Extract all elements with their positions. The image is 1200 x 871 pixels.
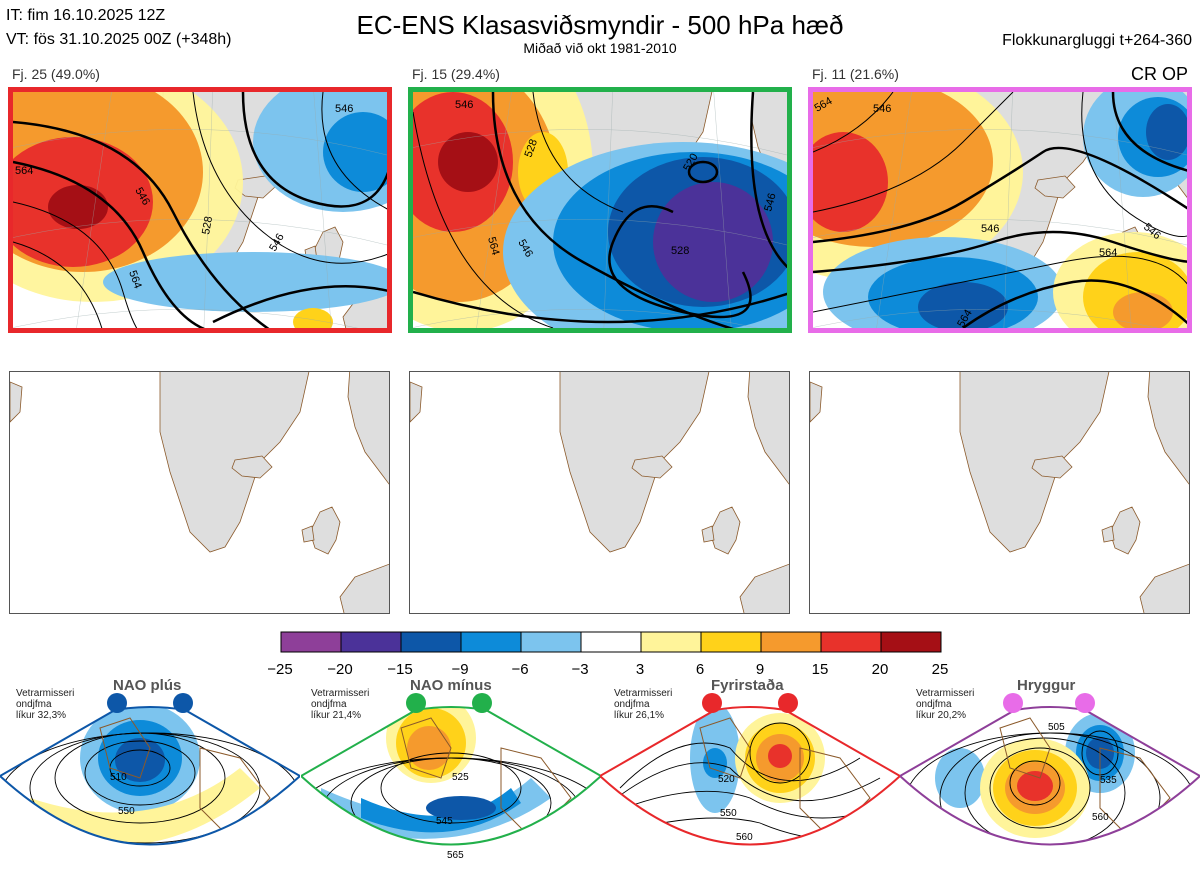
cluster-1-map: 546 528 546 564 546 564 [8,87,392,333]
colorbar-tick: −20 [327,661,353,678]
colorbar-tick: 20 [871,661,889,678]
colorbar-tick: 3 [635,661,645,678]
contour-label: 565 [447,850,464,861]
colorbar [280,631,942,653]
cluster-3-label: Fj. 11 (21.6%) [812,66,899,82]
regime-1-info: Vetrarmisseri ondjfma líkur 32,3% [16,688,75,721]
colorbar-tick: −6 [511,661,529,678]
contour-label: 546 [873,103,891,115]
contour-label: 510 [110,772,127,783]
contour-label: 546 [455,99,473,111]
regime-1-marker [107,693,127,713]
regime-4-title: Hryggur [1017,677,1076,694]
regime-4-map: 505 535 560 [900,693,1200,846]
colorbar-tick: 9 [755,661,765,678]
contour-label: 564 [15,165,33,177]
regime-2-info: Vetrarmisseri ondjfma líkur 21,4% [311,688,370,721]
regime-2-title: NAO mínus [410,677,492,694]
cluster-2-contour-labels: 546 528 546 564 528 546 520 [455,99,779,259]
colorbar-tick: −25 [267,661,293,678]
valid-time: VT: fös 31.10.2025 00Z (+348h) [6,31,232,48]
contour-label: 564 [485,236,501,257]
colorbar-segment [400,631,462,653]
cluster-2-map: 546 528 546 564 528 546 520 [408,87,792,333]
regime-1-marker [173,693,193,713]
contour-label: 560 [736,832,753,843]
colorbar-segment [520,631,582,653]
contour-label: 560 [1092,812,1109,823]
clustering-window: Flokkunargluggi t+264-360 [1002,32,1192,49]
regime-4-marker [1003,693,1023,713]
contour-label: 550 [118,806,135,817]
colorbar-segment [580,631,642,653]
regime-2-marker [406,693,426,713]
colorbar-tick: −3 [571,661,589,678]
contour-label: 528 [523,138,541,159]
contour-label: 505 [1048,722,1065,733]
regime-4-info: Vetrarmisseri ondjfma líkur 20,2% [916,688,975,721]
regime-2-map: 525 545 565 [301,693,601,861]
colorbar-segment [460,631,522,653]
colorbar-segment [760,631,822,653]
colorbar-segment [880,631,942,653]
colorbar-segment [820,631,882,653]
initial-time: IT: fim 16.10.2025 12Z [6,7,166,24]
cluster-3-map: 546 564 546 546 564 564 [808,87,1192,333]
colorbar-tick: 25 [931,661,949,678]
regime-4-marker [1075,693,1095,713]
contour-label: 564 [126,269,144,290]
regime-1-map: 510 550 [0,693,300,846]
contour-label: 525 [452,772,469,783]
regime-3-info: Vetrarmisseri ondjfma líkur 26,1% [614,688,673,721]
regime-1-title: NAO plús [113,677,182,694]
regime-3-marker [778,693,798,713]
colorbar-tick: −9 [451,661,469,678]
contour-label: 546 [335,103,353,115]
colorbar-segment [700,631,762,653]
contour-label: 528 [671,245,689,257]
cluster-3-anomaly-map [809,371,1190,614]
regime-2-marker [472,693,492,713]
colorbar-segment [280,631,342,653]
page-subtitle: Miðað við okt 1981-2010 [523,40,677,56]
cluster-2-label: Fj. 15 (29.4%) [412,66,500,82]
cluster-1-anomaly-map [9,371,390,614]
colorbar-tick: 15 [811,661,829,678]
contour-label: 564 [1099,247,1117,259]
contour-label: 546 [762,192,778,213]
cluster-1-label: Fj. 25 (49.0%) [12,66,100,82]
contour-label: 550 [720,808,737,819]
contour-label: 520 [718,774,735,785]
contour-label: 546 [981,223,999,235]
page-title: EC-ENS Klasasviðsmyndir - 500 hPa hæð [356,10,844,40]
colorbar-segment [340,631,402,653]
regime-3-map: 520 550 560 [600,693,900,846]
contour-label: 528 [200,215,215,235]
colorbar-segment [640,631,702,653]
regime-3-marker [702,693,722,713]
contour-label: 545 [436,816,453,827]
colorbar-tick: 6 [695,661,705,678]
contour-label: 535 [1100,775,1117,786]
control-operational-label: CR OP [1130,64,1188,84]
cluster-2-anomaly-map [409,371,790,614]
colorbar-tick: −15 [387,661,413,678]
regime-3-title: Fyrirstaða [711,677,784,694]
